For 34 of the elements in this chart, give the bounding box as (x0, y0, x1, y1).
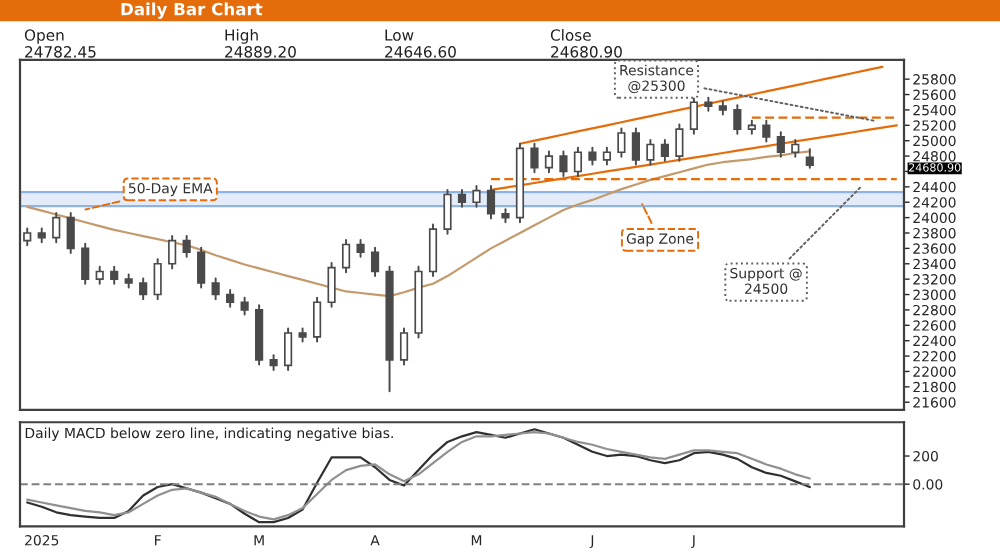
candlestick (428, 223, 438, 278)
candlestick (370, 246, 380, 278)
candlestick (472, 185, 481, 208)
candlestick (197, 246, 206, 289)
candlestick (153, 258, 162, 301)
chart-title: Daily Bar Chart (121, 2, 263, 19)
candlestick (81, 242, 90, 285)
candlestick (139, 277, 148, 301)
candlestick (573, 146, 583, 178)
candlestick (646, 138, 655, 166)
candlestick (530, 142, 539, 174)
candlestick (284, 327, 293, 371)
candlestick (182, 235, 191, 258)
line-series (518, 65, 884, 145)
candlestick (631, 127, 640, 166)
candlestick (544, 150, 554, 174)
candlestick (805, 148, 814, 169)
candlestick (660, 138, 669, 162)
candlestick (486, 185, 496, 220)
candlestick (776, 131, 785, 158)
candlestick (733, 104, 742, 135)
candlestick (168, 235, 177, 270)
candlestick (211, 277, 220, 301)
candlestick (52, 212, 61, 244)
candlestick (559, 150, 568, 178)
candlestick (762, 119, 771, 143)
candlestick (312, 296, 322, 343)
candlestick (675, 123, 684, 162)
candlestick (327, 262, 336, 308)
candlestick (617, 127, 626, 158)
candlestick (66, 212, 75, 254)
candlestick (341, 238, 351, 274)
candlestick (443, 188, 452, 235)
candlestick (399, 327, 409, 366)
